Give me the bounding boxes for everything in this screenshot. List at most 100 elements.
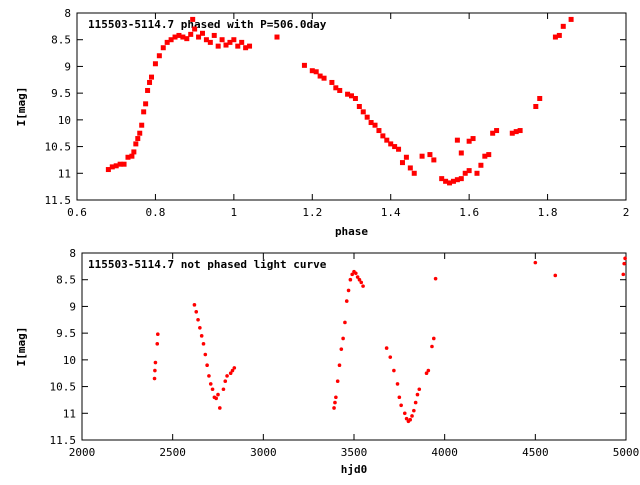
data-point	[478, 162, 484, 168]
data-point	[404, 416, 409, 421]
data-point	[214, 396, 218, 401]
y-axis-label: I[mag]	[15, 87, 28, 127]
data-point	[350, 272, 354, 277]
data-point	[376, 128, 382, 134]
data-point	[139, 122, 145, 128]
x-tick-label: 2500	[159, 446, 186, 459]
x-tick-label: 2000	[69, 446, 96, 459]
y-axis-label: I[mag]	[15, 327, 28, 367]
data-point	[355, 275, 360, 279]
data-point	[622, 261, 626, 266]
data-point	[430, 344, 434, 349]
x-tick-label: 3000	[250, 446, 277, 459]
data-point	[152, 61, 158, 67]
data-point	[216, 392, 220, 397]
data-point	[470, 136, 476, 142]
data-point	[517, 128, 523, 134]
x-axis-label: phase	[335, 225, 368, 238]
x-tick-label: 1.6	[459, 206, 479, 219]
data-point	[348, 277, 353, 282]
data-point	[188, 31, 194, 37]
data-point	[344, 299, 349, 303]
data-point	[211, 32, 217, 38]
data-point	[402, 411, 407, 416]
data-point	[203, 37, 209, 43]
data-point	[235, 43, 241, 49]
data-point	[207, 39, 213, 45]
data-point	[333, 85, 339, 91]
x-tick-label: 1	[231, 206, 238, 219]
data-point	[309, 68, 315, 74]
unphased-light-curve-plot: 2000 2500 3000 3500 4000 4500 5000 8 8.5 9 9.5 10 10…	[15, 247, 639, 476]
y-tick-label: 10	[58, 114, 71, 127]
data-point	[223, 42, 229, 48]
data-point	[192, 303, 197, 307]
data-point	[388, 355, 393, 359]
data-point	[454, 137, 460, 143]
data-point	[403, 154, 409, 160]
data-point	[203, 352, 208, 357]
data-point	[431, 157, 437, 163]
data-point	[176, 32, 182, 38]
data-point	[133, 141, 139, 147]
data-point	[301, 62, 307, 68]
data-point	[332, 406, 336, 410]
data-point	[447, 180, 453, 186]
data-point	[553, 273, 558, 278]
data-point	[357, 277, 362, 282]
data-point	[239, 39, 245, 45]
data-point	[380, 133, 386, 139]
data-point	[439, 176, 445, 182]
x-tick-label: 3500	[341, 446, 368, 459]
data-point	[145, 87, 151, 93]
data-point	[354, 271, 358, 276]
x-tick-label: 2	[623, 206, 630, 219]
x-tick-label: 0.6	[67, 206, 87, 219]
data-point	[135, 136, 141, 142]
data-point	[125, 154, 131, 160]
data-point	[533, 260, 538, 265]
data-point	[431, 336, 436, 341]
data-point	[337, 363, 342, 368]
data-point	[184, 36, 190, 42]
data-point	[513, 129, 519, 135]
data-point	[486, 152, 492, 158]
data-point	[129, 153, 135, 159]
data-point	[147, 79, 153, 85]
y-tick-label: 9	[69, 300, 76, 313]
y-tick-label: 11.5	[50, 434, 77, 447]
data-point	[192, 26, 198, 32]
data-point	[155, 342, 160, 346]
data-point	[219, 37, 225, 43]
data-point	[247, 43, 253, 49]
data-point	[443, 178, 449, 184]
data-point	[372, 122, 378, 128]
data-point	[208, 382, 213, 386]
data-point	[568, 16, 574, 22]
chart-title: 115503-5114.7 not phased light curve	[88, 258, 327, 271]
data-point	[533, 104, 539, 109]
data-point	[337, 87, 343, 93]
data-point	[509, 130, 515, 136]
data-point	[433, 276, 438, 281]
data-point	[426, 368, 431, 373]
y-tick-label: 8	[69, 247, 76, 260]
data-point	[427, 152, 433, 158]
data-point	[341, 336, 345, 341]
data-point	[388, 141, 394, 147]
data-point	[155, 332, 160, 337]
data-point	[335, 379, 340, 384]
data-point	[156, 53, 162, 59]
y-tick-label: 10.5	[50, 381, 77, 394]
data-point	[482, 153, 488, 159]
data-point	[143, 101, 149, 107]
data-point	[196, 34, 202, 40]
data-point	[153, 368, 157, 373]
data-point	[198, 326, 202, 330]
x-tick-label: 1.8	[538, 206, 558, 219]
data-point	[395, 382, 400, 386]
data-point	[458, 150, 464, 156]
data-point	[466, 168, 472, 174]
data-point	[419, 153, 425, 159]
data-point	[339, 347, 344, 351]
